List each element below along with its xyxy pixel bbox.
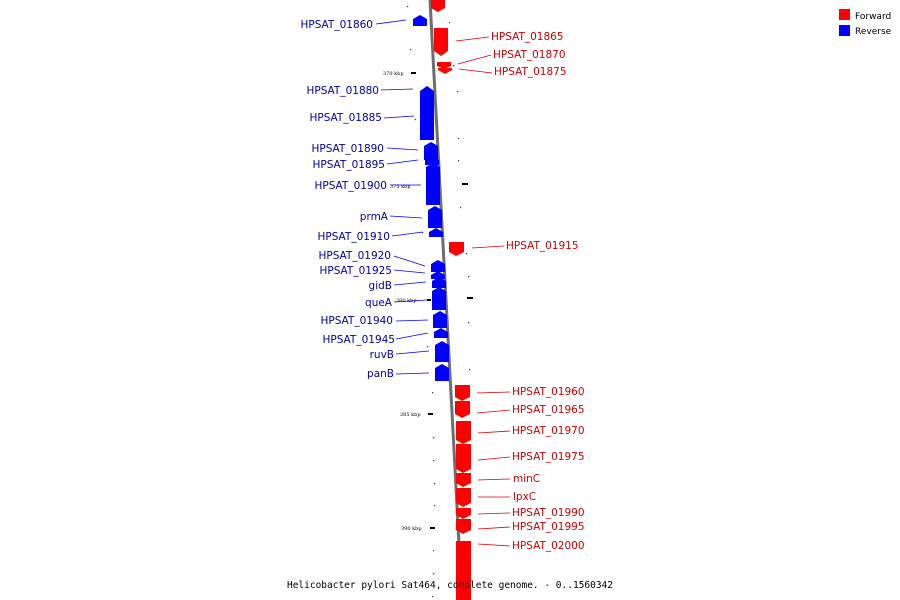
tick-dots bbox=[407, 6, 471, 598]
gene-label[interactable]: HPSAT_01990 bbox=[512, 507, 585, 519]
gene-block-reverse[interactable] bbox=[431, 271, 445, 279]
gene-block-reverse[interactable] bbox=[428, 206, 442, 228]
legend-swatch-forward bbox=[839, 9, 850, 20]
tick-mark bbox=[467, 297, 473, 299]
gene-label[interactable]: HPSAT_01870 bbox=[493, 49, 566, 61]
gene-label[interactable]: HPSAT_01975 bbox=[512, 451, 585, 463]
gene-block-forward[interactable] bbox=[456, 519, 471, 534]
tick-label: 375 kbp bbox=[390, 184, 411, 190]
gene-block-reverse[interactable] bbox=[420, 86, 434, 140]
gene-label[interactable]: HPSAT_01875 bbox=[494, 66, 567, 78]
legend-swatch-reverse bbox=[839, 25, 850, 36]
gene-block-reverse[interactable] bbox=[429, 228, 443, 237]
gene-block-forward[interactable] bbox=[456, 421, 471, 444]
gene-label[interactable]: HPSAT_01860 bbox=[300, 19, 373, 31]
map-caption: Helicobacter pylori Sat464, complete gen… bbox=[287, 580, 613, 591]
gene-label[interactable]: HPSAT_01885 bbox=[309, 112, 382, 124]
gene-block-reverse[interactable] bbox=[413, 15, 427, 26]
gene-block-reverse[interactable] bbox=[432, 287, 446, 310]
tick-label: 390 kbp bbox=[401, 526, 422, 532]
gene-block-reverse[interactable] bbox=[435, 341, 449, 362]
forward-genes bbox=[431, 0, 471, 600]
reverse-leaders bbox=[375, 19, 430, 375]
gene-label[interactable]: HPSAT_01880 bbox=[306, 85, 379, 97]
gene-block-forward[interactable] bbox=[456, 488, 471, 507]
legend: Forward Reverse bbox=[839, 9, 892, 37]
gene-block-forward[interactable] bbox=[456, 541, 471, 600]
gene-label[interactable]: queA bbox=[365, 297, 393, 309]
forward-labels: HPSAT_01865 HPSAT_01870 HPSAT_01875 HPSA… bbox=[491, 31, 585, 552]
gene-block-reverse[interactable] bbox=[426, 163, 440, 205]
gene-block-forward[interactable] bbox=[455, 385, 470, 401]
gene-label[interactable]: HPSAT_01940 bbox=[320, 315, 393, 327]
gene-label[interactable]: HPSAT_01970 bbox=[512, 425, 585, 437]
gene-label[interactable]: HPSAT_01915 bbox=[506, 240, 579, 252]
gene-label[interactable]: HPSAT_01865 bbox=[491, 31, 564, 43]
legend-forward-label: Forward bbox=[855, 12, 891, 22]
legend-reverse-label: Reverse bbox=[855, 27, 892, 37]
forward-leaders bbox=[455, 36, 511, 547]
gene-block-forward[interactable] bbox=[456, 508, 471, 519]
gene-label[interactable]: HPSAT_01890 bbox=[311, 143, 384, 155]
gene-block-reverse[interactable] bbox=[424, 142, 438, 160]
gene-label[interactable]: lpxC bbox=[513, 491, 536, 503]
gene-label[interactable]: ruvB bbox=[370, 349, 394, 361]
gene-label[interactable]: HPSAT_02000 bbox=[512, 540, 585, 552]
gene-block-reverse[interactable] bbox=[432, 277, 446, 288]
major-ticks bbox=[411, 72, 473, 529]
gene-label[interactable]: HPSAT_01920 bbox=[318, 250, 391, 262]
tick-mark bbox=[430, 527, 435, 529]
gene-block-reverse[interactable] bbox=[433, 311, 447, 328]
tick-mark bbox=[427, 299, 431, 301]
gene-block-reverse[interactable] bbox=[425, 157, 439, 165]
gene-block-forward[interactable] bbox=[438, 68, 452, 74]
gene-label[interactable]: HPSAT_01960 bbox=[512, 386, 585, 398]
gene-block-forward[interactable] bbox=[456, 473, 471, 487]
gene-label[interactable]: HPSAT_01895 bbox=[312, 159, 385, 171]
tick-mark bbox=[411, 72, 416, 74]
gene-label[interactable]: HPSAT_01945 bbox=[322, 334, 395, 346]
gene-block-forward[interactable] bbox=[434, 28, 448, 56]
tick-mark bbox=[462, 183, 468, 185]
gene-label[interactable]: minC bbox=[513, 473, 540, 485]
gene-label[interactable]: HPSAT_01965 bbox=[512, 404, 585, 416]
gene-label[interactable]: HPSAT_01900 bbox=[314, 180, 387, 192]
tick-mark bbox=[428, 413, 433, 415]
reverse-labels: HPSAT_01860 HPSAT_01880 HPSAT_01885 HPSA… bbox=[300, 19, 395, 380]
gene-block-reverse[interactable] bbox=[435, 364, 449, 381]
tick-label: 385 kbp bbox=[400, 412, 421, 418]
gene-label[interactable]: HPSAT_01910 bbox=[317, 231, 390, 243]
gene-label[interactable]: HPSAT_01925 bbox=[319, 265, 392, 277]
gene-label[interactable]: prmA bbox=[360, 211, 389, 223]
gene-block-forward[interactable] bbox=[431, 0, 445, 12]
gene-label[interactable]: panB bbox=[367, 368, 394, 380]
gene-label[interactable]: gidB bbox=[369, 280, 392, 292]
gene-block-forward[interactable] bbox=[455, 401, 470, 418]
gene-block-reverse[interactable] bbox=[434, 328, 448, 338]
tick-label: 370 kbp bbox=[383, 71, 404, 77]
gene-block-forward[interactable] bbox=[456, 444, 471, 473]
reverse-genes bbox=[413, 15, 449, 381]
gene-label[interactable]: HPSAT_01995 bbox=[512, 521, 585, 533]
gene-block-reverse[interactable] bbox=[431, 260, 445, 272]
gene-block-forward[interactable] bbox=[437, 62, 451, 69]
gene-block-forward[interactable] bbox=[449, 242, 464, 256]
